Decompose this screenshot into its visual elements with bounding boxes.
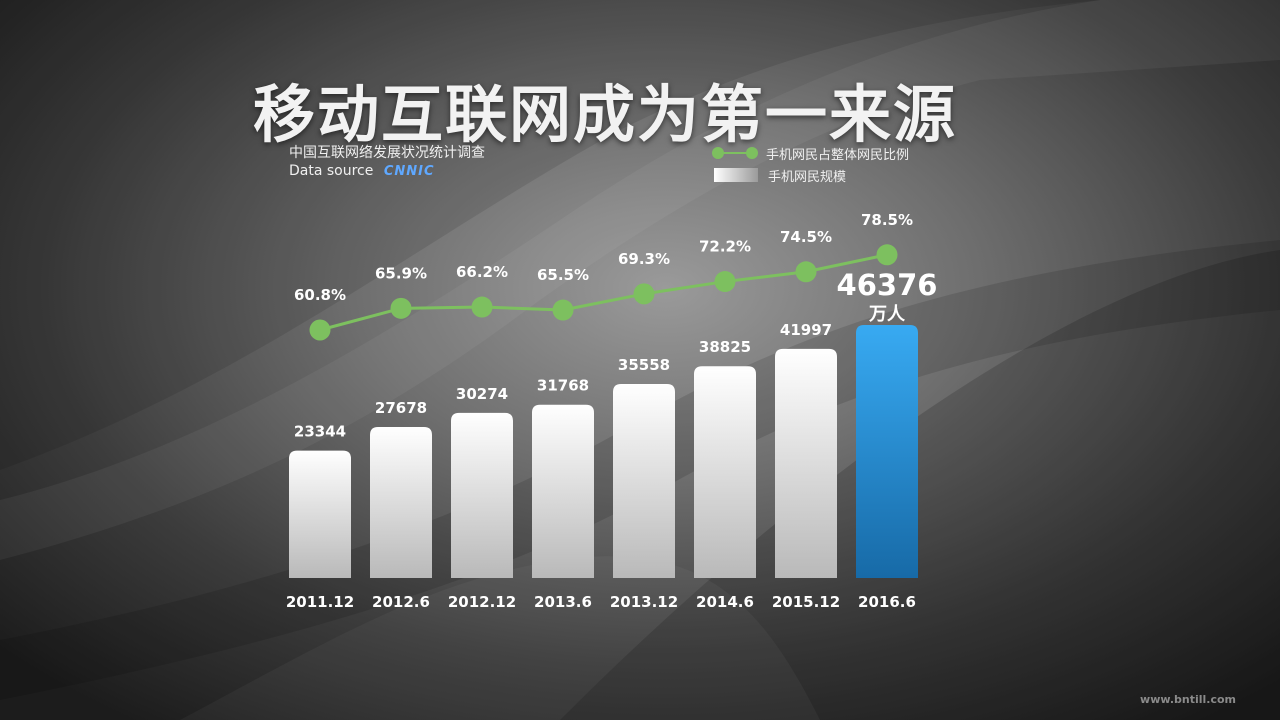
bar-value-label: 30274 <box>456 385 508 403</box>
legend-bar-label: 手机网民规模 <box>768 169 847 185</box>
legend-line-marker <box>712 146 758 160</box>
source-line2: Data source CNNIC <box>289 162 485 181</box>
line-value-label: 66.2% <box>456 263 508 281</box>
line-value-label: 69.3% <box>618 250 670 268</box>
line-value-label: 72.2% <box>699 238 751 256</box>
line-value-label: 60.8% <box>294 286 346 304</box>
bar-value-label: 23344 <box>294 423 346 441</box>
source-label: Data source <box>289 163 374 179</box>
bar-series: 2011.12 23344 2012.6 27678 2012.12 30274 2013.… <box>286 268 938 611</box>
line-value-label: 74.5% <box>780 228 832 246</box>
legend-bar-swatch <box>714 168 758 182</box>
line-point-2012.6 <box>390 297 412 319</box>
x-tick-label: 2012.12 <box>448 593 516 611</box>
brand-logo: CNNIC <box>383 164 435 179</box>
x-tick-label: 2015.12 <box>772 593 840 611</box>
bar-2013.6 <box>532 404 594 578</box>
bar-value-label: 46376 <box>837 268 938 302</box>
legend-line-label: 手机网民占整体网民比例 <box>766 147 910 163</box>
bar-unit-label: 万人 <box>868 304 906 325</box>
line-point-2014.6 <box>714 271 736 293</box>
line-value-label: 65.9% <box>375 264 427 282</box>
bar-2011.12 <box>289 450 351 578</box>
bar-2012.6 <box>370 427 432 578</box>
legend-item-bar: 手机网民规模 <box>712 164 909 186</box>
bar-value-label: 35558 <box>618 356 670 374</box>
bar-2013.12 <box>613 384 675 578</box>
line-value-label: 78.5% <box>861 211 913 229</box>
line-point-2012.12 <box>471 296 493 318</box>
bar-value-label: 31768 <box>537 377 589 395</box>
watermark: www.bntill.com <box>1140 693 1236 706</box>
line-point-2011.12 <box>309 319 331 341</box>
source-line1: 中国互联网络发展状况统计调查 <box>289 145 485 161</box>
line-path <box>319 253 888 332</box>
bar-2014.6 <box>694 366 756 578</box>
bar-value-label: 41997 <box>780 321 832 339</box>
x-tick-label: 2014.6 <box>696 593 754 611</box>
line-point-2013.6 <box>552 299 574 321</box>
bar-2012.12 <box>451 412 513 578</box>
line-point-2016.6 <box>876 244 898 266</box>
x-tick-label: 2011.12 <box>286 593 354 611</box>
line-series: 60.8% 65.9% 66.2% 65.5% 69.3% 72.2% 74.5% 78.5% <box>294 211 913 341</box>
bar-value-label: 27678 <box>375 399 427 417</box>
line-value-label: 65.5% <box>537 266 589 284</box>
source-note: 中国互联网络发展状况统计调查 Data source CNNIC <box>289 144 485 181</box>
x-tick-label: 2013.12 <box>610 593 678 611</box>
bar-2015.12 <box>775 348 837 578</box>
x-tick-label: 2013.6 <box>534 593 592 611</box>
bar-value-label: 38825 <box>699 338 751 356</box>
line-point-2015.12 <box>795 261 817 283</box>
legend: 手机网民占整体网民比例 手机网民规模 <box>712 142 909 186</box>
x-tick-label: 2016.6 <box>858 593 916 611</box>
x-tick-label: 2012.6 <box>372 593 430 611</box>
line-point-2013.12 <box>633 283 655 305</box>
bar-2016.6 <box>856 325 918 578</box>
legend-item-line: 手机网民占整体网民比例 <box>712 142 909 164</box>
page-title: 移动互联网成为第一来源 <box>252 78 957 151</box>
